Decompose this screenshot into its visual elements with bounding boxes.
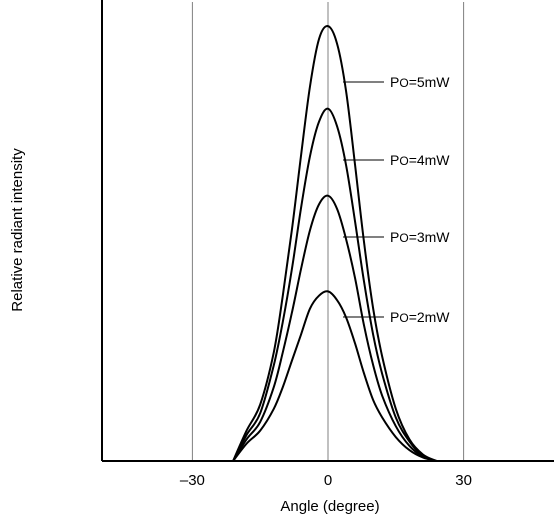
series-label-value: =5mW bbox=[409, 74, 451, 90]
series-label-value: =2mW bbox=[409, 309, 451, 325]
series-label: PO=4mW bbox=[390, 152, 450, 168]
series-line bbox=[232, 194, 437, 462]
grid-lines bbox=[191, 2, 465, 461]
series-label-main: P bbox=[390, 152, 399, 168]
series-label-main: P bbox=[390, 229, 399, 245]
axes bbox=[101, 0, 554, 462]
x-tick-label: –30 bbox=[180, 472, 205, 489]
series-label-main: P bbox=[390, 74, 399, 90]
series-label-subscript: O bbox=[399, 154, 408, 168]
series-label-value: =3mW bbox=[409, 229, 451, 245]
series-label-subscript: O bbox=[399, 231, 408, 245]
series-label-value: =4mW bbox=[409, 152, 451, 168]
series-label-main: P bbox=[390, 309, 399, 325]
series-lines bbox=[232, 25, 437, 462]
series-line bbox=[232, 290, 437, 462]
x-tick-labels: –30 0 30 bbox=[180, 472, 472, 489]
series-line bbox=[232, 107, 437, 462]
series-label: PO=2mW bbox=[390, 309, 450, 325]
x-tick-label: 30 bbox=[455, 472, 472, 489]
y-axis-label: Relative radiant intensity bbox=[9, 148, 26, 312]
series-label: PO=3mW bbox=[390, 229, 450, 245]
series-label-subscript: O bbox=[399, 76, 408, 90]
x-axis-label: Angle (degree) bbox=[280, 498, 379, 515]
x-tick-label: 0 bbox=[324, 472, 332, 489]
series-line bbox=[232, 25, 437, 462]
label-leaders bbox=[343, 81, 384, 318]
series-label: PO=5mW bbox=[390, 74, 450, 90]
series-label-subscript: O bbox=[399, 311, 408, 325]
